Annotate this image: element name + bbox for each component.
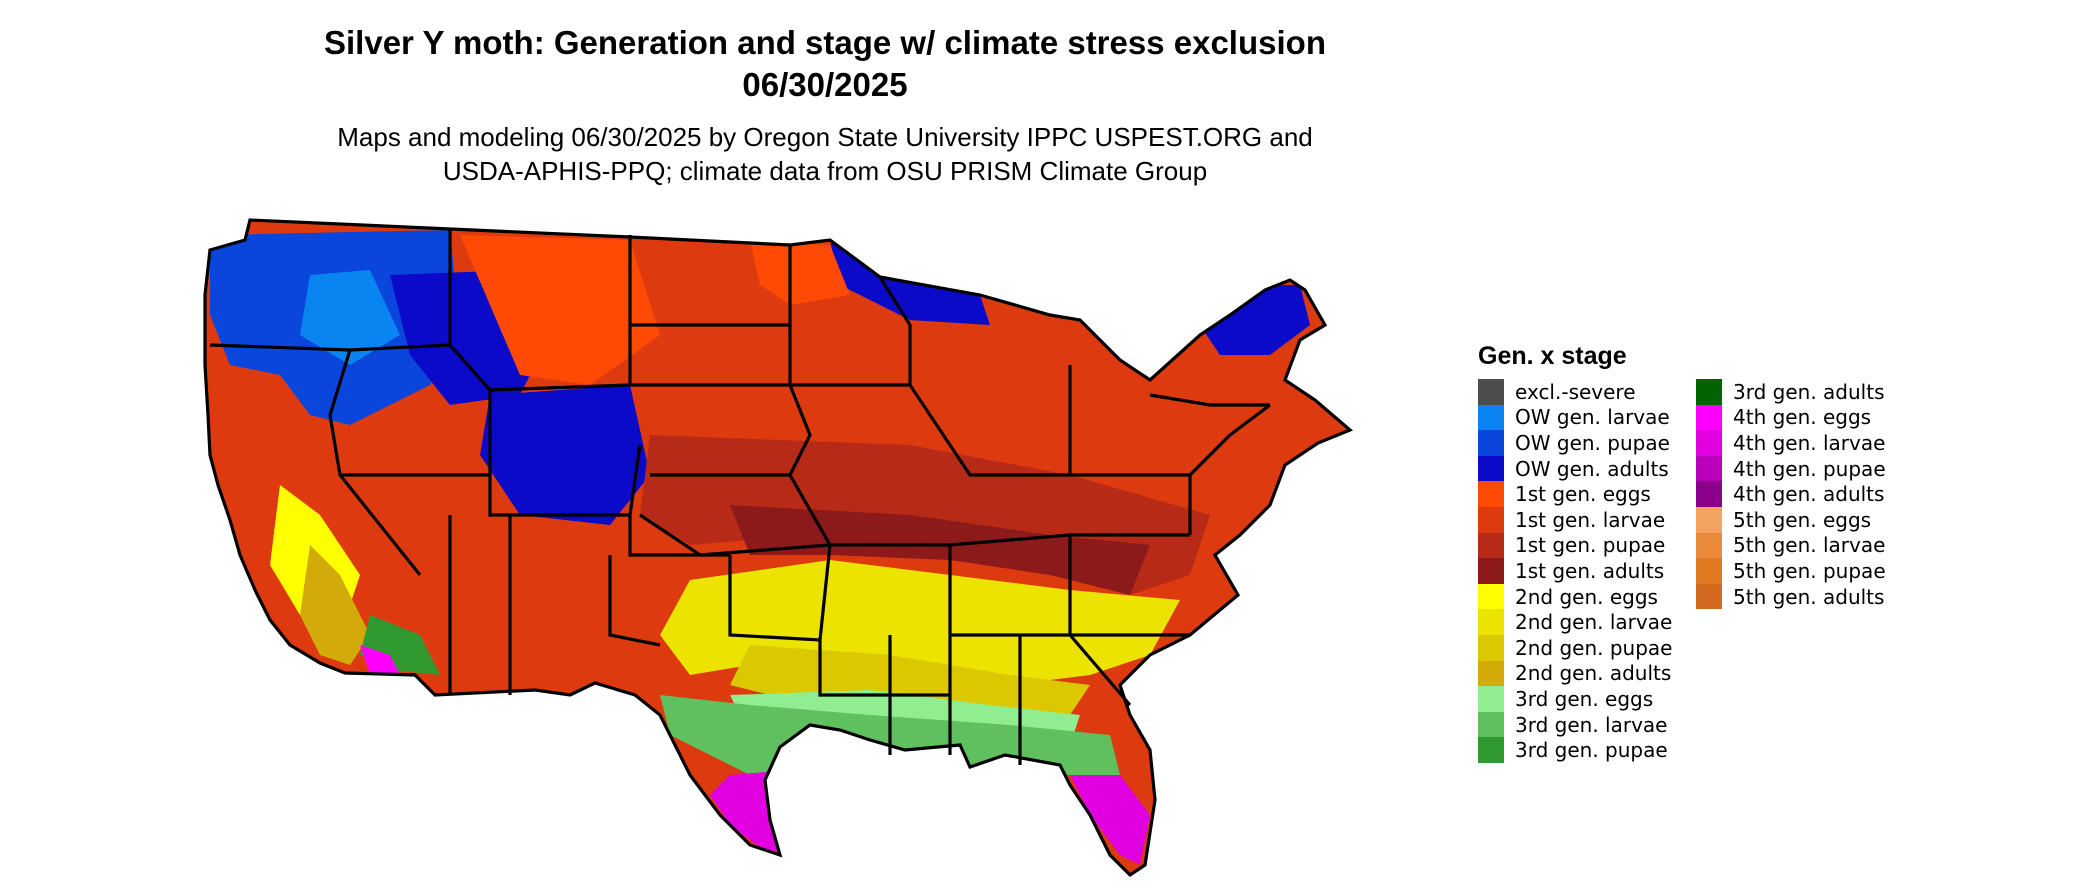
- legend-item: 1st gen. pupae: [1478, 532, 1672, 559]
- us-generation-stage-map: [203, 218, 1354, 878]
- legend-swatch: [1478, 583, 1504, 610]
- legend-item: 2nd gen. adults: [1478, 660, 1672, 687]
- legend-item: OW gen. adults: [1478, 455, 1672, 482]
- region-2nd-gen-adults: [300, 545, 370, 665]
- legend-swatch: [1696, 455, 1722, 482]
- legend-label: excl.-severe: [1515, 379, 1636, 404]
- legend-title: Gen. x stage: [1478, 342, 1627, 370]
- legend-label: 2nd gen. eggs: [1515, 584, 1658, 609]
- region-1st-gen-eggs-north: [750, 240, 850, 305]
- legend-item: 2nd gen. pupae: [1478, 634, 1673, 661]
- legend-label: 5th gen. larvae: [1733, 533, 1886, 558]
- region-ow-gen-adults-colorado: [480, 385, 650, 525]
- legend-item: 3rd gen. pupae: [1478, 737, 1672, 763]
- legend-item: 1st gen. larvae: [1478, 506, 1672, 533]
- legend-swatch: [1478, 737, 1504, 763]
- state-boundaries: [203, 218, 1354, 878]
- legend-item: 3rd gen. eggs: [1478, 686, 1672, 712]
- legend-swatch: [1696, 532, 1722, 559]
- legend-label: 3rd gen. adults: [1733, 379, 1885, 404]
- legend-item: 2nd gen. eggs: [1478, 583, 1672, 610]
- legend-item: 3rd gen. larvae: [1478, 711, 1672, 738]
- legend-swatch: [1696, 558, 1722, 584]
- legend-swatch: [1478, 558, 1504, 584]
- legend-column-1: excl.-severe OW gen. larvae OW gen. pupae O…: [1478, 379, 1672, 763]
- legend-label: 4th gen. eggs: [1733, 405, 1872, 430]
- map-title-date: 06/30/2025: [742, 66, 908, 103]
- legend-swatch: [1696, 430, 1722, 456]
- legend-swatch: [1478, 711, 1504, 738]
- legend-label: 3rd gen. pupae: [1515, 738, 1668, 763]
- legend-item: 3rd gen. adults: [1696, 379, 1886, 405]
- legend-item: 1st gen. adults: [1478, 558, 1672, 584]
- legend-item: 4th gen. eggs: [1696, 404, 1886, 431]
- legend-item: excl.-severe: [1478, 379, 1672, 405]
- legend-swatch: [1478, 455, 1504, 482]
- map-subtitle-line2: USDA-APHIS-PPQ; climate data from OSU PR…: [442, 156, 1208, 186]
- legend-item: 2nd gen. larvae: [1478, 609, 1672, 635]
- legend-item: 4th gen. adults: [1696, 481, 1886, 507]
- legend-label: 4th gen. larvae: [1733, 430, 1886, 455]
- legend-label: 1st gen. pupae: [1515, 533, 1666, 558]
- region-ow-gen-adults-maine: [1200, 285, 1310, 355]
- legend-label: 2nd gen. pupae: [1515, 635, 1673, 660]
- region-1st-gen-eggs: [460, 235, 660, 385]
- legend-item: 4th gen. pupae: [1696, 455, 1886, 482]
- legend-swatch: [1478, 379, 1504, 405]
- legend-swatch: [1696, 404, 1722, 431]
- legend-item: OW gen. pupae: [1478, 430, 1672, 456]
- legend-item: 1st gen. eggs: [1478, 481, 1672, 507]
- legend-swatch: [1478, 481, 1504, 507]
- legend-column-2: 3rd gen. adults 4th gen. eggs 4th gen. lar…: [1696, 379, 1886, 610]
- legend-label: 2nd gen. adults: [1515, 661, 1672, 686]
- legend-label: 1st gen. eggs: [1515, 482, 1651, 507]
- region-ow-gen-larvae: [300, 270, 400, 365]
- region-3rd-gen-adults: [790, 760, 1050, 795]
- legend-swatch: [1478, 506, 1504, 533]
- legend-label: 3rd gen. eggs: [1515, 686, 1654, 711]
- legend-label: 5th gen. pupae: [1733, 558, 1886, 583]
- legend-item: OW gen. larvae: [1478, 404, 1672, 431]
- legend-label: 4th gen. pupae: [1733, 456, 1886, 481]
- legend-swatch: [1696, 379, 1722, 405]
- legend-label: 5th gen. eggs: [1733, 507, 1872, 532]
- region-1st-gen-adults: [730, 505, 1150, 595]
- legend-label: 5th gen. adults: [1733, 584, 1885, 609]
- legend-swatch: [1478, 686, 1504, 712]
- legend-label: 2nd gen. larvae: [1515, 610, 1673, 635]
- region-4th-gen-larvae-florida: [1070, 775, 1150, 865]
- legend-swatch: [1696, 506, 1722, 533]
- legend-swatch: [1478, 609, 1504, 635]
- legend-swatch: [1478, 430, 1504, 456]
- map-subtitle: Maps and modeling 06/30/2025 by Oregon S…: [200, 120, 1450, 188]
- map-subtitle-line1: Maps and modeling 06/30/2025 by Oregon S…: [337, 122, 1313, 152]
- region-4th-gen-larvae-texas: [710, 770, 800, 855]
- legend-swatch: [1478, 634, 1504, 661]
- legend-swatch: [1696, 583, 1722, 610]
- legend-item: 5th gen. pupae: [1696, 558, 1886, 584]
- legend-label: 3rd gen. larvae: [1515, 712, 1668, 737]
- legend-item: 5th gen. adults: [1696, 583, 1886, 610]
- legend-swatch: [1696, 481, 1722, 507]
- region-4th-gen-eggs: [360, 645, 400, 675]
- stage-regions: [205, 220, 1350, 875]
- legend-swatch: [1478, 532, 1504, 559]
- legend-label: OW gen. larvae: [1515, 405, 1670, 430]
- legend-item: 4th gen. larvae: [1696, 430, 1886, 456]
- legend-swatch: [1478, 660, 1504, 687]
- map-title: Silver Y moth: Generation and stage w/ c…: [200, 22, 1450, 106]
- legend-label: OW gen. adults: [1515, 456, 1669, 481]
- legend-swatch: [1478, 404, 1504, 431]
- legend-label: 4th gen. adults: [1733, 482, 1885, 507]
- legend-label: 1st gen. adults: [1515, 558, 1665, 583]
- legend-item: 5th gen. larvae: [1696, 532, 1886, 559]
- map-title-line1: Silver Y moth: Generation and stage w/ c…: [324, 24, 1326, 61]
- legend-label: OW gen. pupae: [1515, 430, 1670, 455]
- legend-item: 5th gen. eggs: [1696, 506, 1886, 533]
- legend-label: 1st gen. larvae: [1515, 507, 1666, 532]
